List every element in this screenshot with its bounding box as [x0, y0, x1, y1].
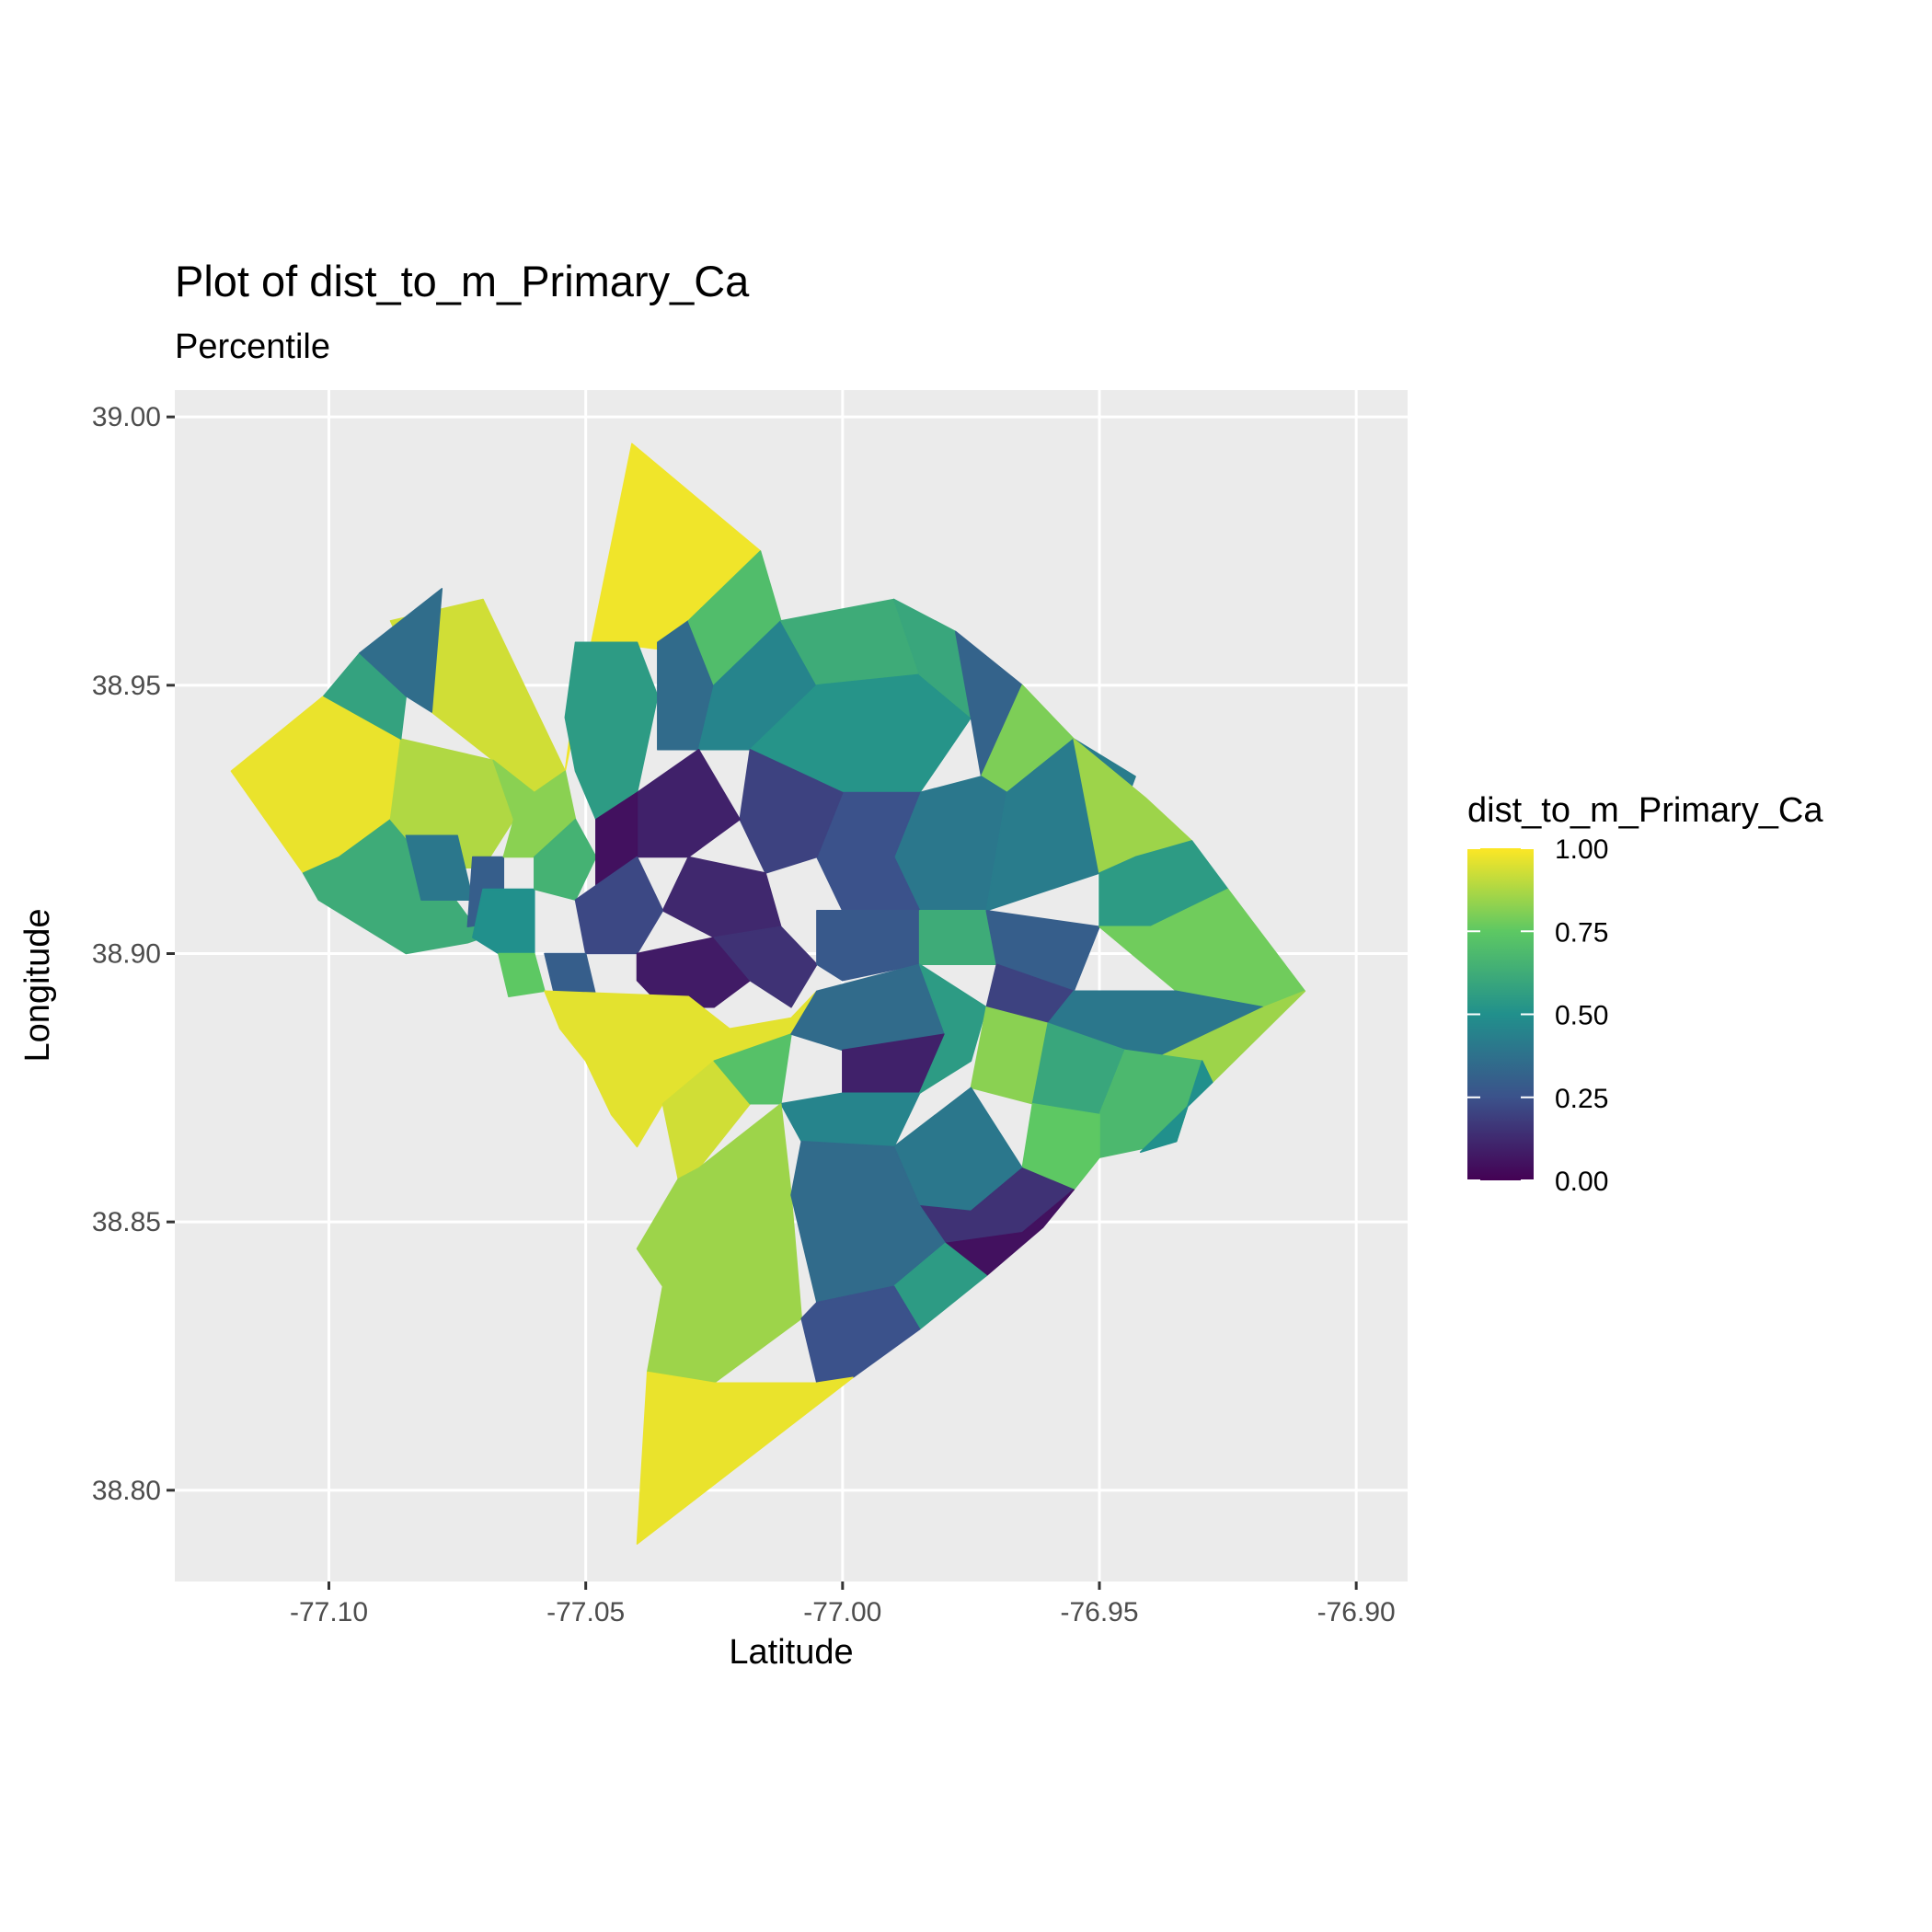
- y-tick-label: 38.85: [92, 1207, 161, 1237]
- map-region: [918, 963, 987, 1094]
- legend-title: dist_to_m_Primary_Ca: [1467, 791, 1823, 830]
- y-axis: 38.80 38.85 38.90 38.95 39.00: [92, 402, 175, 1506]
- map-region: [661, 1060, 752, 1180]
- legend-label: 0.50: [1555, 1001, 1608, 1031]
- chart-subtitle: Percentile: [175, 328, 330, 366]
- legend-ticks: 0.00 0.25 0.50 0.75 1.00: [1467, 834, 1608, 1197]
- x-tick-label: -76.95: [1060, 1597, 1138, 1627]
- map-region: [713, 926, 818, 1008]
- map-region: [816, 910, 921, 982]
- chart-title: Plot of dist_to_m_Primary_Ca: [175, 257, 750, 305]
- y-tick-label: 38.95: [92, 671, 161, 701]
- map-region: [1139, 1060, 1213, 1154]
- x-tick-label: -77.05: [546, 1597, 625, 1627]
- map-region: [534, 818, 597, 901]
- map-regions: [230, 443, 1306, 1545]
- map-region: [918, 910, 998, 965]
- y-tick-label: 38.90: [92, 939, 161, 970]
- x-tick-label: -77.00: [803, 1597, 881, 1627]
- map-region: [780, 1092, 921, 1148]
- x-axis-title: Latitude: [729, 1633, 853, 1672]
- legend-label: 0.25: [1555, 1084, 1608, 1114]
- y-axis-title: Longitude: [18, 909, 57, 1063]
- legend-label: 0.75: [1555, 917, 1608, 948]
- map-region: [1021, 1103, 1100, 1190]
- legend-label: 1.00: [1555, 834, 1608, 865]
- map-region: [359, 588, 443, 713]
- map-region: [636, 1371, 854, 1545]
- legend-label: 0.00: [1555, 1167, 1608, 1197]
- map-region: [739, 749, 844, 874]
- map-region: [574, 856, 664, 955]
- map-region: [472, 888, 535, 955]
- map-region: [636, 1103, 802, 1384]
- x-tick-label: -76.90: [1317, 1597, 1396, 1627]
- legend: dist_to_m_Primary_Ca 0.00 0.25 0.50 0.75 1.0…: [1467, 791, 1823, 1197]
- x-axis: -77.10 -77.05 -77.00 -76.95 -76.90: [290, 1581, 1396, 1627]
- y-tick-label: 39.00: [92, 402, 161, 432]
- x-tick-label: -77.10: [290, 1597, 368, 1627]
- y-tick-label: 38.80: [92, 1476, 161, 1506]
